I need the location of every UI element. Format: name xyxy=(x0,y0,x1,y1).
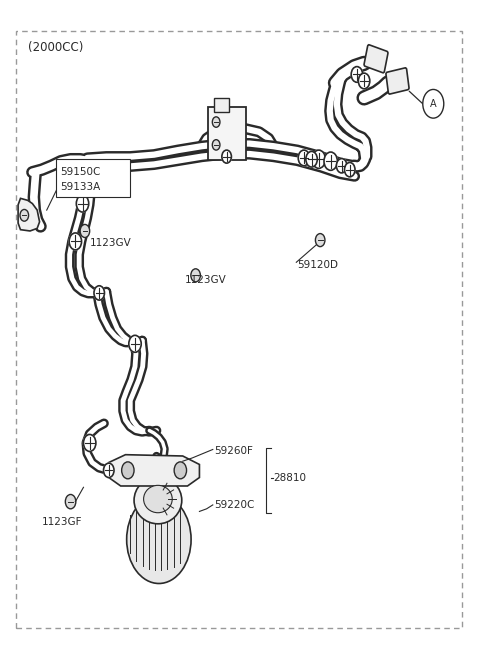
Circle shape xyxy=(351,67,363,83)
Circle shape xyxy=(212,117,220,127)
Circle shape xyxy=(84,434,96,451)
Text: 1123GF: 1123GF xyxy=(42,517,83,527)
Circle shape xyxy=(121,462,134,479)
Circle shape xyxy=(191,269,200,282)
Polygon shape xyxy=(109,455,199,486)
Circle shape xyxy=(359,73,370,89)
Circle shape xyxy=(222,150,231,163)
Circle shape xyxy=(359,73,370,89)
Ellipse shape xyxy=(144,485,172,513)
Circle shape xyxy=(94,286,105,300)
Circle shape xyxy=(129,335,141,352)
Text: 59260F: 59260F xyxy=(214,447,252,457)
Circle shape xyxy=(69,233,82,250)
Circle shape xyxy=(306,151,317,167)
Circle shape xyxy=(324,152,337,170)
Ellipse shape xyxy=(127,495,191,584)
Circle shape xyxy=(222,150,231,163)
Circle shape xyxy=(20,210,29,221)
FancyBboxPatch shape xyxy=(207,107,246,160)
Text: (2000CC): (2000CC) xyxy=(28,41,83,54)
Circle shape xyxy=(65,495,76,509)
Circle shape xyxy=(104,463,114,477)
Text: A: A xyxy=(430,99,437,109)
Text: 59120D: 59120D xyxy=(297,260,338,270)
Circle shape xyxy=(212,140,220,150)
Circle shape xyxy=(312,150,325,168)
Circle shape xyxy=(76,195,89,212)
Circle shape xyxy=(104,463,114,477)
Text: 59133A: 59133A xyxy=(60,182,100,192)
Circle shape xyxy=(345,162,355,177)
Circle shape xyxy=(129,335,141,352)
Circle shape xyxy=(298,150,310,166)
Text: 1123GV: 1123GV xyxy=(185,275,227,285)
Circle shape xyxy=(69,233,82,250)
Circle shape xyxy=(351,67,363,83)
Polygon shape xyxy=(18,198,39,231)
Circle shape xyxy=(76,195,89,212)
Circle shape xyxy=(345,162,355,177)
Text: 1123GV: 1123GV xyxy=(90,238,132,248)
Circle shape xyxy=(84,434,96,451)
Bar xyxy=(56,159,130,197)
Text: 59220C: 59220C xyxy=(214,500,254,510)
Circle shape xyxy=(80,225,90,238)
Circle shape xyxy=(94,286,105,300)
FancyBboxPatch shape xyxy=(214,98,229,112)
Circle shape xyxy=(312,150,325,168)
Circle shape xyxy=(423,90,444,118)
Circle shape xyxy=(315,234,325,247)
Text: 28810: 28810 xyxy=(274,472,306,483)
Circle shape xyxy=(306,151,317,167)
Circle shape xyxy=(336,159,347,173)
Circle shape xyxy=(336,159,347,173)
Ellipse shape xyxy=(134,477,182,524)
Circle shape xyxy=(298,150,310,166)
FancyBboxPatch shape xyxy=(364,45,388,73)
Circle shape xyxy=(174,462,187,479)
Circle shape xyxy=(324,152,337,170)
FancyBboxPatch shape xyxy=(386,68,409,94)
Text: 59150C: 59150C xyxy=(60,167,100,177)
